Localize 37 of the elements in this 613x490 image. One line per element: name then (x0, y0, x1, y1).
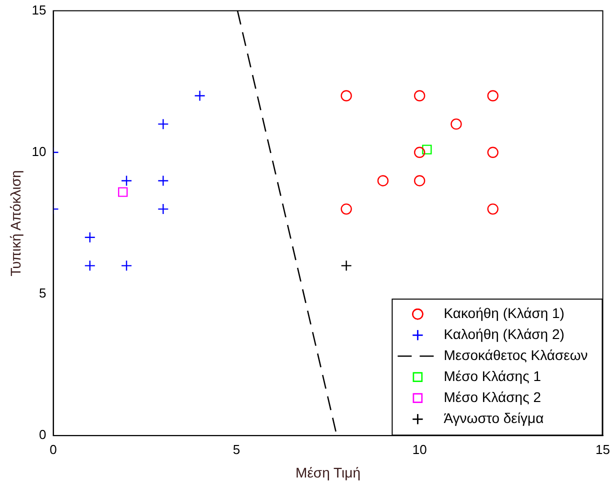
point (377, 175, 389, 186)
point (120, 260, 132, 272)
point (84, 260, 96, 272)
point (414, 175, 426, 186)
point (194, 90, 206, 102)
point (422, 144, 432, 154)
point (487, 146, 498, 158)
y-axis-title: Τυπική Απόκλιση (7, 170, 24, 276)
point (450, 118, 462, 130)
point (158, 203, 169, 215)
legend-label: Καλοήθη (Κλάση 2) (444, 326, 564, 342)
legend-label: Κακοήθη (Κλάση 1) (444, 304, 564, 321)
y-tick-label: 5 (39, 286, 46, 301)
x-tick-label: 5 (232, 442, 240, 457)
x-tick-label: 15 (596, 442, 610, 457)
point (84, 232, 96, 243)
point (340, 203, 352, 215)
point (340, 260, 352, 272)
point (120, 175, 132, 186)
y-tick-label: 15 (32, 2, 46, 18)
point (158, 175, 169, 186)
point (487, 203, 498, 215)
x-tick-label: 0 (50, 442, 57, 457)
x-tick-label: 10 (412, 442, 427, 457)
legend-label: Μέσο Κλάσης 2 (444, 388, 542, 405)
x-axis-title: Μέση Τιμή (296, 464, 360, 480)
y-tick-label: 10 (32, 144, 46, 159)
point (487, 90, 498, 102)
point (414, 90, 426, 102)
y-tick-label: 0 (39, 427, 46, 442)
point (414, 146, 426, 158)
legend-label: Μέσο Κλάσης 1 (444, 368, 542, 384)
point (340, 90, 352, 102)
legend-label: Μεσοκάθετος Κλάσεων (444, 346, 588, 363)
point (158, 118, 169, 130)
point (118, 187, 128, 197)
legend-label: Άγνωστο δείγμα (444, 410, 544, 426)
